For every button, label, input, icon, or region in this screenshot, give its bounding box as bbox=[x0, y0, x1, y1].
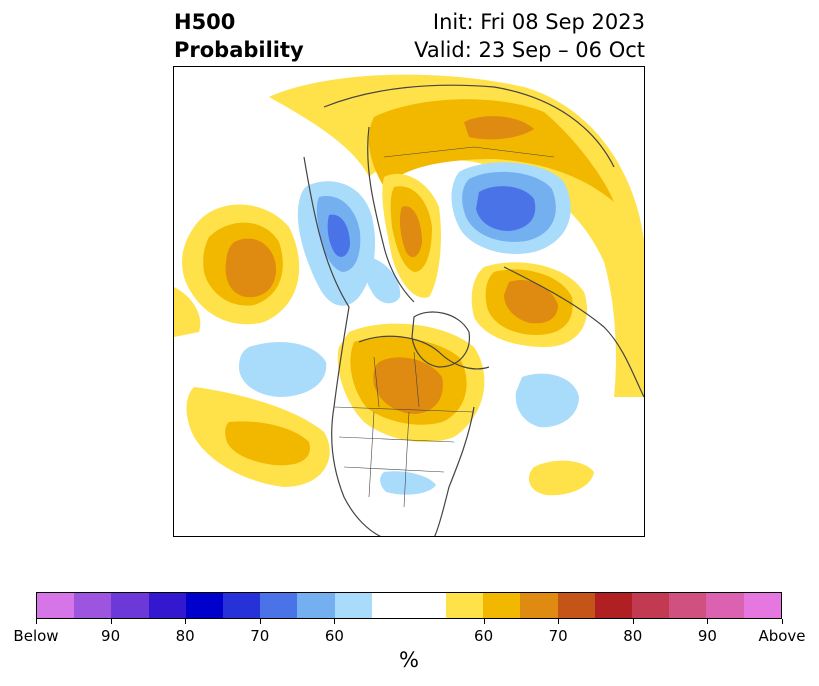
conus-below-light bbox=[380, 471, 436, 495]
siberia-above-dark bbox=[399, 206, 422, 258]
arctic-below-dark bbox=[476, 186, 536, 231]
europe-coast bbox=[503, 266, 644, 398]
eurasia-coast bbox=[323, 84, 615, 168]
colorbar-segment bbox=[148, 593, 186, 618]
colorbar-tick-mark bbox=[632, 619, 634, 624]
arctic-above-max bbox=[464, 116, 534, 140]
russia-border bbox=[383, 146, 555, 158]
map-svg bbox=[174, 74, 644, 536]
colorbar-segment bbox=[260, 593, 298, 618]
colorbar-tick-label: 60 bbox=[324, 627, 344, 645]
colorbar-segment bbox=[185, 593, 223, 618]
colorbar-tick-label: Below bbox=[13, 627, 59, 645]
colorbar-tick-label: 70 bbox=[250, 627, 270, 645]
atlantic-above-light bbox=[528, 460, 594, 496]
colorbar-tick-mark bbox=[259, 619, 261, 624]
colorbar-segment bbox=[483, 593, 521, 618]
colorbar-tick-label: 90 bbox=[101, 627, 121, 645]
below-normal-shading bbox=[239, 162, 579, 495]
npac-below-light bbox=[239, 342, 327, 397]
north-america-coast bbox=[303, 156, 382, 536]
colorbar-tick-mark bbox=[334, 619, 336, 624]
title-variable: H500 bbox=[174, 10, 236, 34]
colorbar-tick-label: 60 bbox=[474, 627, 494, 645]
above-normal-shading bbox=[174, 74, 644, 496]
colorbar-segment bbox=[297, 593, 335, 618]
colorbar-segment bbox=[520, 593, 558, 618]
borders bbox=[333, 146, 555, 508]
colorbar-tick-mark bbox=[110, 619, 112, 624]
us-canada-border bbox=[333, 406, 475, 413]
hudson-coast bbox=[358, 335, 490, 370]
colorbar-segment bbox=[632, 593, 670, 618]
colorbar-segment bbox=[743, 593, 781, 618]
valid-range: Valid: 23 Sep – 06 Oct bbox=[414, 38, 645, 62]
us-state-grid-1 bbox=[338, 436, 455, 443]
greenland-coast bbox=[411, 311, 470, 368]
colorbar-segment bbox=[446, 593, 484, 618]
colorbar-segment bbox=[706, 593, 744, 618]
alaska-below-dark bbox=[327, 214, 350, 257]
probability-map bbox=[173, 66, 645, 537]
canada-above-dark bbox=[373, 357, 443, 414]
colorbar-tick-mark bbox=[483, 619, 485, 624]
colorbar-segment bbox=[594, 593, 632, 618]
colorbar-tick-mark bbox=[558, 619, 560, 624]
canada-provinces bbox=[373, 351, 420, 408]
colorbar-tick-mark bbox=[36, 619, 37, 624]
colorbar-segment bbox=[37, 593, 75, 618]
colorbar-segment bbox=[111, 593, 149, 618]
east-coast bbox=[434, 406, 475, 536]
colorbar-tick-mark bbox=[707, 619, 709, 624]
colorbar-tick-label: 90 bbox=[697, 627, 717, 645]
coastlines bbox=[303, 84, 644, 536]
colorbar-tick-mark bbox=[782, 619, 783, 624]
us-state-grid-4 bbox=[403, 411, 410, 508]
colorbar-segment bbox=[74, 593, 112, 618]
colorbar-tick-label: 80 bbox=[623, 627, 643, 645]
init-date: Init: Fri 08 Sep 2023 bbox=[432, 10, 645, 34]
pacific-above-dark bbox=[225, 238, 277, 298]
asia-coast bbox=[367, 126, 415, 303]
epac-above-mid bbox=[225, 421, 310, 466]
colorbar-unit: % bbox=[399, 648, 419, 672]
colorbar-tick-label: 80 bbox=[175, 627, 195, 645]
us-state-grid-3 bbox=[368, 411, 375, 498]
pacific-above-west bbox=[174, 287, 201, 337]
colorbar-segment bbox=[222, 593, 261, 618]
arctic-above-core bbox=[368, 99, 614, 202]
europe-above-dark bbox=[504, 279, 558, 324]
natl-below-light bbox=[515, 373, 579, 428]
colorbar-segment bbox=[408, 593, 447, 618]
us-state-grid-2 bbox=[343, 466, 445, 473]
chart-title-left: H500 Probability bbox=[174, 8, 304, 64]
colorbar-tick-label: 70 bbox=[548, 627, 568, 645]
colorbar-segment bbox=[557, 593, 595, 618]
colorbar-segment bbox=[371, 593, 409, 618]
title-product: Probability bbox=[174, 38, 304, 62]
chart-title-right: Init: Fri 08 Sep 2023 Valid: 23 Sep – 06… bbox=[414, 8, 645, 64]
bering-below-light bbox=[364, 257, 401, 304]
probability-colorbar bbox=[36, 592, 782, 619]
colorbar-tick-mark bbox=[185, 619, 187, 624]
colorbar-segment bbox=[334, 593, 372, 618]
colorbar-segment bbox=[669, 593, 707, 618]
colorbar-tick-label: Above bbox=[758, 627, 806, 645]
